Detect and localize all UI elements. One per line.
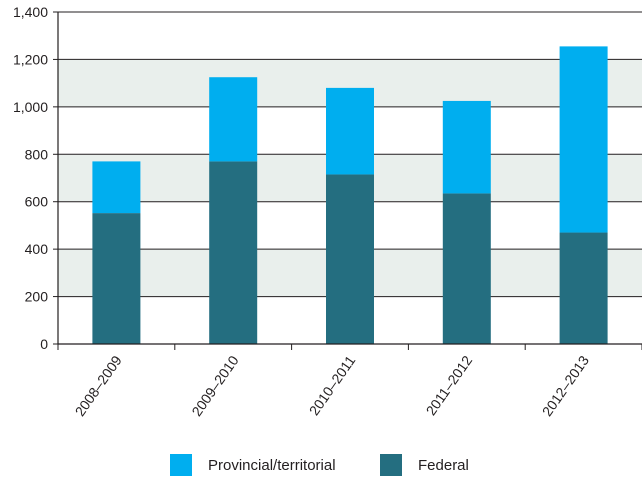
x-tick-label: 2008–2009 xyxy=(72,352,125,419)
y-tick-label: 600 xyxy=(25,194,49,210)
bar-provincial-5 xyxy=(559,46,608,233)
legend-swatch-federal xyxy=(380,454,402,476)
y-tick-label: 0 xyxy=(40,336,48,352)
y-tick-label: 800 xyxy=(25,146,49,162)
legend-item-provincial: Provincial/territorial xyxy=(170,454,336,476)
legend-item-federal: Federal xyxy=(380,454,469,476)
bar-provincial-4 xyxy=(442,100,491,194)
chart-plot: 0 200 400 600 800 1,000 1,200 1,400 2008–2009 200… xyxy=(13,4,642,419)
x-tick-label: 2011–2012 xyxy=(423,352,476,418)
legend: Provincial/territorial Federal xyxy=(0,452,642,478)
x-tick-label: 2010–2011 xyxy=(306,352,359,418)
legend-swatch-provincial xyxy=(170,454,192,476)
y-tick-label: 1,200 xyxy=(13,51,48,67)
y-tick-label: 400 xyxy=(25,241,49,257)
legend-label-federal: Federal xyxy=(418,456,469,474)
bar-federal-3 xyxy=(326,174,374,344)
x-tick-label: 2012–2013 xyxy=(539,352,592,419)
bar-provincial-1 xyxy=(92,161,141,214)
bar-provincial-3 xyxy=(326,87,374,175)
bar-federal-5 xyxy=(559,232,608,344)
y-tick-label: 200 xyxy=(25,289,49,305)
legend-label-provincial: Provincial/territorial xyxy=(208,456,336,474)
bar-federal-2 xyxy=(209,161,258,344)
bar-federal-4 xyxy=(442,193,491,344)
bar-federal-1 xyxy=(92,213,141,344)
y-tick-label: 1,400 xyxy=(13,4,48,20)
x-tick-label: 2009–2010 xyxy=(188,352,241,419)
bar-provincial-2 xyxy=(209,77,258,162)
y-tick-label: 1,000 xyxy=(13,99,48,115)
